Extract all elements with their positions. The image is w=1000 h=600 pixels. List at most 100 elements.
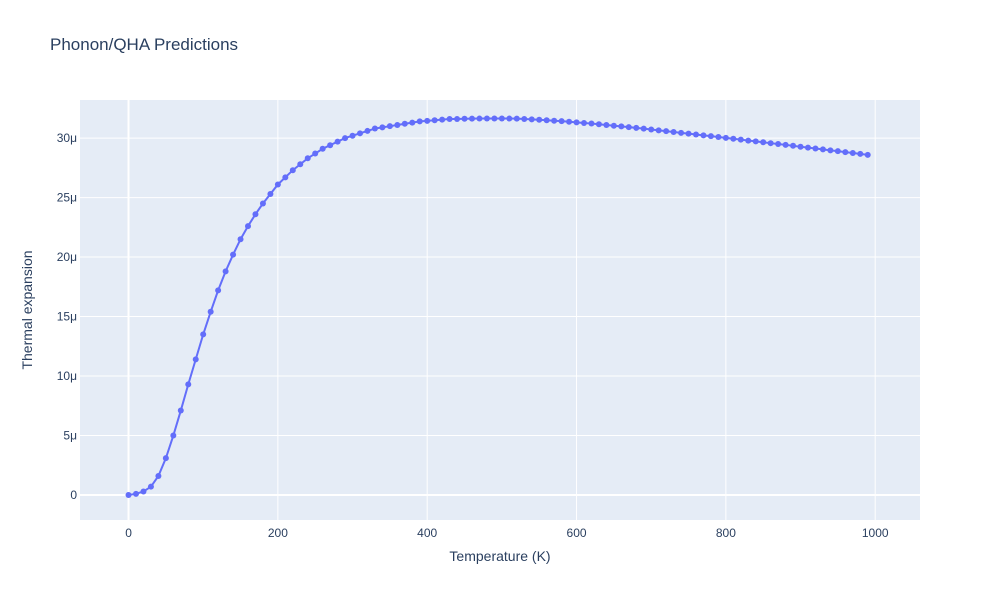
data-point	[700, 132, 707, 139]
data-point	[625, 124, 632, 131]
data-point	[461, 115, 468, 122]
data-point	[678, 129, 685, 136]
y-tick-label: 5μ	[63, 429, 77, 443]
x-tick-label: 400	[417, 526, 437, 540]
data-point	[790, 142, 797, 149]
x-axis-title: Temperature (K)	[449, 548, 550, 564]
tick-labels: 0 200 400 600 800 1000 0 5μ 10μ 15μ 20μ 25μ 30μ	[57, 131, 889, 540]
data-point	[737, 136, 744, 143]
data-point	[252, 211, 259, 218]
data-point	[849, 149, 856, 156]
data-point	[140, 488, 147, 495]
data-point	[364, 127, 371, 134]
data-point	[237, 236, 244, 243]
data-point	[386, 123, 393, 130]
data-point	[282, 174, 289, 181]
data-point	[603, 121, 610, 128]
data-point	[379, 124, 386, 131]
data-point	[334, 138, 341, 145]
data-point	[730, 135, 737, 142]
data-point	[431, 117, 438, 124]
data-point	[722, 134, 729, 141]
y-axis-title: Thermal expansion	[19, 250, 35, 369]
data-point	[446, 116, 453, 123]
data-point	[558, 118, 565, 125]
data-point	[297, 161, 304, 168]
x-tick-label: 600	[567, 526, 587, 540]
data-point	[693, 131, 699, 138]
data-point	[819, 146, 826, 153]
data-point	[289, 167, 296, 174]
data-point	[371, 125, 378, 132]
data-point	[147, 483, 154, 490]
data-point	[207, 308, 214, 315]
data-point	[185, 381, 192, 388]
data-point	[633, 124, 640, 131]
data-point	[581, 119, 587, 126]
data-point	[424, 117, 431, 124]
data-point	[551, 117, 558, 124]
data-point	[401, 120, 408, 127]
data-point	[536, 116, 543, 123]
y-tick-label: 25μ	[57, 191, 77, 205]
data-point	[267, 190, 274, 197]
y-tick-label: 15μ	[57, 310, 77, 324]
data-point	[454, 116, 461, 123]
data-point	[245, 223, 251, 230]
data-point	[409, 119, 416, 126]
x-tick-label: 200	[268, 526, 288, 540]
data-point	[259, 200, 266, 207]
data-point	[416, 118, 423, 125]
data-point	[648, 126, 655, 133]
plot-area	[80, 100, 920, 520]
data-point	[543, 117, 550, 124]
data-point	[327, 142, 334, 149]
data-point	[805, 144, 811, 151]
data-point	[162, 455, 169, 462]
series-line	[128, 117, 868, 496]
data-point	[827, 147, 834, 154]
data-point	[521, 116, 528, 123]
data-point	[528, 116, 535, 123]
data-point	[595, 121, 602, 128]
x-tick-label: 1000	[862, 526, 889, 540]
x-tick-label: 800	[716, 526, 736, 540]
data-point	[566, 118, 573, 125]
data-point	[312, 150, 319, 157]
chart-title: Phonon/QHA Predictions	[50, 35, 238, 54]
data-point	[588, 120, 595, 127]
data-point	[274, 181, 281, 188]
data-point	[715, 134, 722, 141]
series-layer	[125, 115, 871, 499]
data-point	[469, 115, 475, 122]
data-point	[670, 129, 677, 136]
data-point	[857, 150, 864, 157]
data-point	[349, 132, 356, 139]
data-point	[319, 145, 326, 152]
data-point	[655, 127, 662, 134]
data-point	[864, 151, 871, 158]
data-point	[498, 115, 505, 122]
data-point	[483, 115, 490, 122]
data-point	[200, 331, 207, 338]
data-point	[491, 115, 498, 122]
data-point	[476, 115, 483, 122]
data-point	[573, 119, 580, 126]
y-tick-label: 0	[70, 488, 77, 502]
data-point	[775, 141, 782, 148]
data-point	[304, 155, 311, 162]
x-tick-label: 0	[125, 526, 132, 540]
data-point	[357, 130, 363, 137]
data-point	[506, 115, 513, 122]
data-point	[394, 121, 401, 128]
data-point	[745, 137, 752, 144]
data-point	[133, 490, 139, 497]
data-point	[707, 133, 714, 140]
data-point	[215, 287, 222, 294]
data-point	[812, 145, 819, 152]
data-point	[192, 356, 199, 363]
data-point	[663, 128, 670, 135]
data-point	[170, 432, 177, 439]
